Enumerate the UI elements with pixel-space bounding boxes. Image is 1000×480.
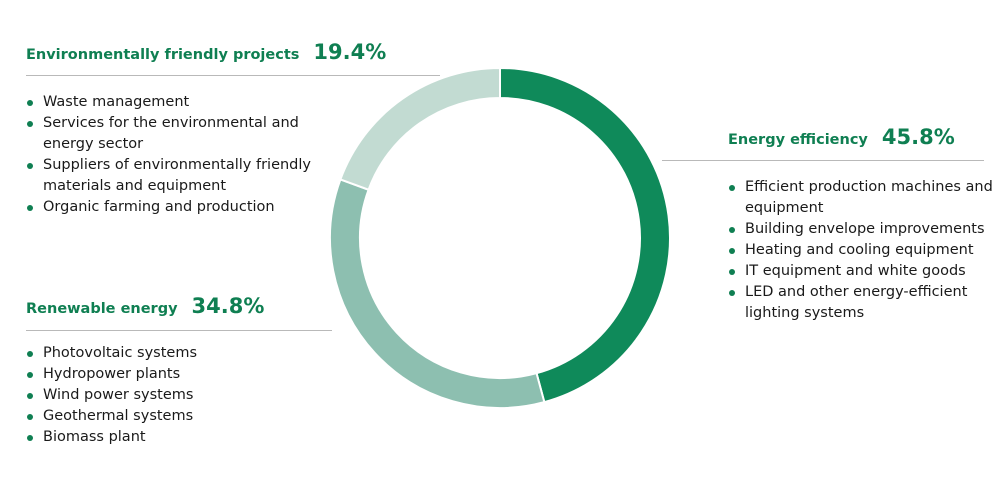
list-item: Hydropower plants [26, 364, 316, 385]
group-efficiency-pct: 45.8% [881, 125, 955, 149]
list-item: Heating and cooling equipment [728, 240, 993, 261]
group-renewable-list: Photovoltaic systems Hydropower plants W… [26, 343, 316, 448]
list-item: Efficient production machines and equipm… [728, 177, 993, 219]
list-item: Biomass plant [26, 427, 316, 448]
group-renewable: Renewable energy 34.8% [26, 294, 264, 318]
group-efficiency-title: Energy efficiency [728, 132, 868, 148]
group-environmental-title: Environmentally friendly projects [26, 47, 300, 63]
group-environmental: Environmentally friendly projects 19.4% [26, 40, 386, 64]
slice-energy-efficiency [499, 66, 671, 404]
list-item: IT equipment and white goods [728, 261, 993, 282]
slice-renewable-energy [329, 178, 546, 409]
slice-environmentally-friendly [339, 66, 501, 192]
list-item: Building envelope improvements [728, 219, 993, 240]
list-item: Wind power systems [26, 385, 316, 406]
group-efficiency: Energy efficiency 45.8% [728, 125, 955, 149]
group-renewable-title: Renewable energy [26, 301, 178, 317]
group-environmental-pct: 19.4% [313, 40, 387, 64]
group-environmental-header: Environmentally friendly projects 19.4% [26, 40, 386, 64]
group-environmental-list: Waste management Services for the enviro… [26, 92, 316, 218]
list-item: Services for the environmental and energ… [26, 113, 316, 155]
list-item: Suppliers of environmentally friendly ma… [26, 155, 316, 197]
group-renewable-header: Renewable energy 34.8% [26, 294, 264, 318]
list-item: LED and other energy-efficient lighting … [728, 282, 993, 324]
list-item: Organic farming and production [26, 197, 316, 218]
list-item: Geothermal systems [26, 406, 316, 427]
list-item: Photovoltaic systems [26, 343, 316, 364]
group-efficiency-header: Energy efficiency 45.8% [728, 125, 955, 149]
group-renewable-pct: 34.8% [191, 294, 265, 318]
group-efficiency-list: Efficient production machines and equipm… [728, 177, 993, 324]
group-renewable-rule [26, 330, 332, 331]
group-environmental-rule [26, 75, 440, 76]
list-item: Waste management [26, 92, 316, 113]
group-efficiency-rule [662, 160, 984, 161]
